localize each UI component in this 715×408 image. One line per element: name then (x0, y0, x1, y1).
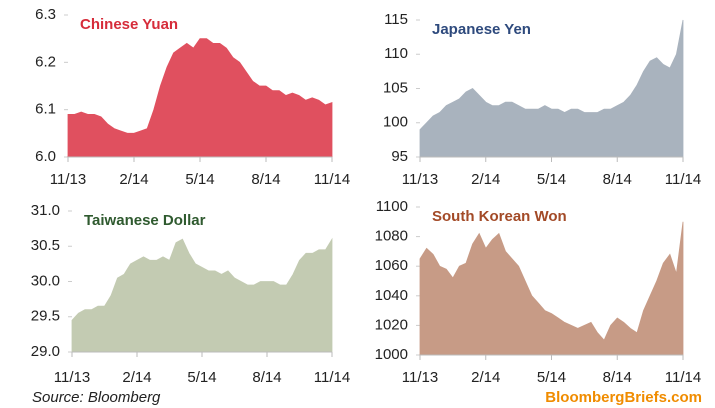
y-tick-label: 1000 (375, 346, 408, 363)
y-tick-label: 6.3 (35, 6, 56, 23)
y-tick-label: 100 (383, 114, 408, 131)
source-note: Source: Bloomberg (32, 389, 161, 406)
x-tick-label: 8/14 (251, 171, 280, 188)
y-tick-label: 6.0 (35, 148, 56, 165)
y-tick-label: 1060 (375, 257, 408, 274)
area (419, 221, 684, 356)
x-tick-label: 5/14 (537, 369, 566, 386)
x-tick-label: 11/13 (402, 171, 438, 188)
x-tick-label: 11/14 (665, 171, 701, 188)
y-tick-label: 1100 (376, 198, 408, 215)
area (419, 19, 684, 158)
y-tick-label: 30.0 (31, 272, 60, 289)
chart-title: Taiwanese Dollar (84, 212, 206, 229)
y-tick-label: 30.5 (31, 237, 60, 254)
area (67, 38, 333, 158)
y-tick-label: 1080 (375, 228, 408, 245)
chart-title: Japanese Yen (432, 21, 531, 38)
x-tick-label: 8/14 (252, 369, 281, 386)
x-tick-label: 2/14 (122, 369, 151, 386)
y-tick-label: 29.0 (31, 343, 60, 360)
x-tick-label: 11/14 (314, 171, 350, 188)
chart-title: Chinese Yuan (80, 16, 178, 33)
x-tick-label: 8/14 (603, 369, 632, 386)
x-tick-label: 11/14 (314, 369, 350, 386)
y-tick-label: 95 (391, 148, 408, 165)
x-tick-label: 11/13 (402, 369, 438, 386)
x-tick-label: 5/14 (537, 171, 566, 188)
x-tick-label: 5/14 (185, 171, 214, 188)
y-tick-label: 115 (384, 11, 408, 28)
y-tick-label: 110 (384, 45, 408, 62)
x-tick-label: 11/13 (50, 171, 86, 188)
x-tick-label: 8/14 (603, 171, 632, 188)
y-tick-label: 29.5 (31, 308, 60, 325)
y-tick-label: 1020 (375, 316, 408, 333)
y-tick-label: 6.1 (35, 101, 56, 118)
y-tick-label: 1040 (375, 287, 408, 304)
x-tick-label: 5/14 (187, 369, 216, 386)
y-tick-label: 6.2 (35, 53, 56, 70)
brand: BloombergBriefs.com (545, 389, 702, 406)
x-tick-label: 11/13 (54, 369, 90, 386)
chart-title: South Korean Won (432, 208, 567, 225)
x-tick-label: 2/14 (119, 171, 148, 188)
x-tick-label: 2/14 (471, 171, 500, 188)
y-tick-label: 105 (383, 79, 408, 96)
x-tick-label: 11/14 (665, 369, 701, 386)
y-tick-label: 31.0 (31, 202, 60, 219)
x-tick-label: 2/14 (471, 369, 500, 386)
area (71, 237, 333, 353)
